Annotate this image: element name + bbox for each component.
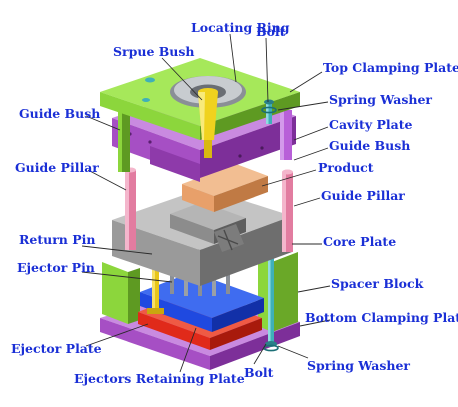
label-bolt-bottom: Bolt	[244, 365, 274, 380]
label-ejector-pin: Ejector Pin	[17, 260, 95, 275]
guide-pillar-right	[282, 169, 293, 252]
label-product: Product	[318, 160, 374, 175]
label-bolt-top: Bolt	[256, 24, 286, 39]
label-return-pin: Return Pin	[19, 232, 95, 247]
label-ejectors-retaining-plate: Ejectors Retaining Plate	[74, 371, 245, 386]
guide-bush-right	[280, 110, 292, 160]
spacer-block-right	[258, 252, 298, 332]
label-locating-ring: Locating Ring	[191, 20, 290, 35]
label-sprue-bush: Srpue Bush	[113, 44, 195, 59]
core-plate	[112, 188, 292, 286]
label-guide-pillar-left: Guide Pillar	[15, 160, 99, 175]
guide-pillar-left	[125, 167, 136, 250]
label-spring-washer-top: Spring Washer	[329, 92, 432, 107]
label-top-clamping-plate: Top Clamping Plate	[323, 60, 458, 75]
label-bottom-clamping-plate: Bottom Clamping Plate	[305, 310, 458, 325]
sprue-bush	[198, 92, 218, 158]
leader-lines	[81, 33, 331, 373]
label-core-plate: Core Plate	[323, 234, 396, 249]
label-guide-bush-left: Guide Bush	[19, 106, 100, 121]
product-part	[182, 164, 268, 212]
spring-washer-top	[261, 106, 277, 114]
label-cavity-plate: Cavity Plate	[329, 117, 412, 132]
label-spacer-block: Spacer Block	[331, 276, 424, 291]
label-spring-washer-bottom: Spring Washer	[307, 358, 410, 373]
guide-bush-left	[118, 110, 130, 172]
spacer-block-left	[102, 262, 140, 324]
label-guide-bush-right: Guide Bush	[329, 138, 410, 153]
label-guide-pillar-right: Guide Pillar	[321, 188, 405, 203]
label-ejector-plate: Ejector Plate	[11, 341, 102, 356]
